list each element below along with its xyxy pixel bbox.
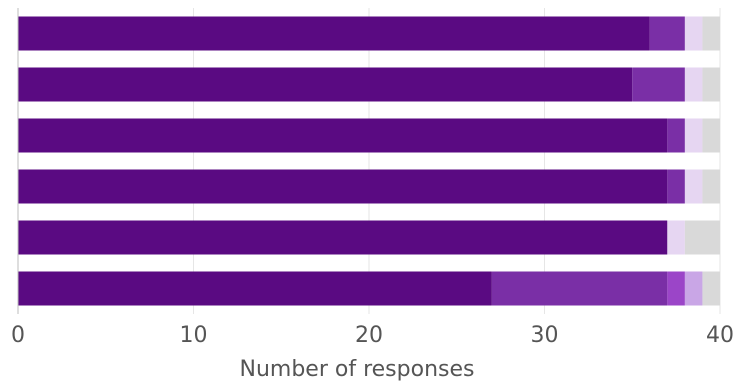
bar-row3-segment5: [684, 118, 703, 153]
bar-row5-segment6: [684, 220, 720, 255]
x-axis-title: Number of responses: [240, 357, 475, 382]
bar-row4-segment2: [667, 169, 685, 204]
gridlines: [17, 8, 721, 314]
x-tick-label-20: 20: [355, 323, 383, 348]
bar-row6-segment1: [18, 271, 492, 306]
x-tick-label-40: 40: [706, 323, 734, 348]
bar-row5-segment1: [18, 220, 668, 255]
bar-row6-segment2: [491, 271, 668, 306]
bar-row1-segment5: [684, 16, 703, 51]
bar-row6-segment3: [667, 271, 685, 306]
bar-row5-segment5: [667, 220, 685, 255]
bar-row3-segment2: [667, 118, 685, 153]
bar-row2-segment6: [702, 67, 720, 102]
bar-row1-segment6: [702, 16, 720, 51]
bar-row6-segment6: [702, 271, 720, 306]
bar-row2-segment5: [684, 67, 703, 102]
bar-row6-segment4: [684, 271, 703, 306]
bar-row1-segment1: [18, 16, 650, 51]
bars: [18, 16, 720, 306]
x-tick-label-0: 0: [11, 323, 25, 348]
bar-row1-segment2: [649, 16, 685, 51]
bar-row2-segment1: [18, 67, 633, 102]
bar-row3-segment1: [18, 118, 668, 153]
bar-row3-segment6: [702, 118, 720, 153]
x-tick-label-10: 10: [180, 323, 208, 348]
bar-row4-segment5: [684, 169, 703, 204]
x-axis-tick-labels: 0 10 20 30 40: [11, 323, 734, 348]
bar-row2-segment2: [632, 67, 685, 102]
x-tick-label-30: 30: [531, 323, 559, 348]
bar-row4-segment6: [702, 169, 720, 204]
bar-row4-segment1: [18, 169, 668, 204]
